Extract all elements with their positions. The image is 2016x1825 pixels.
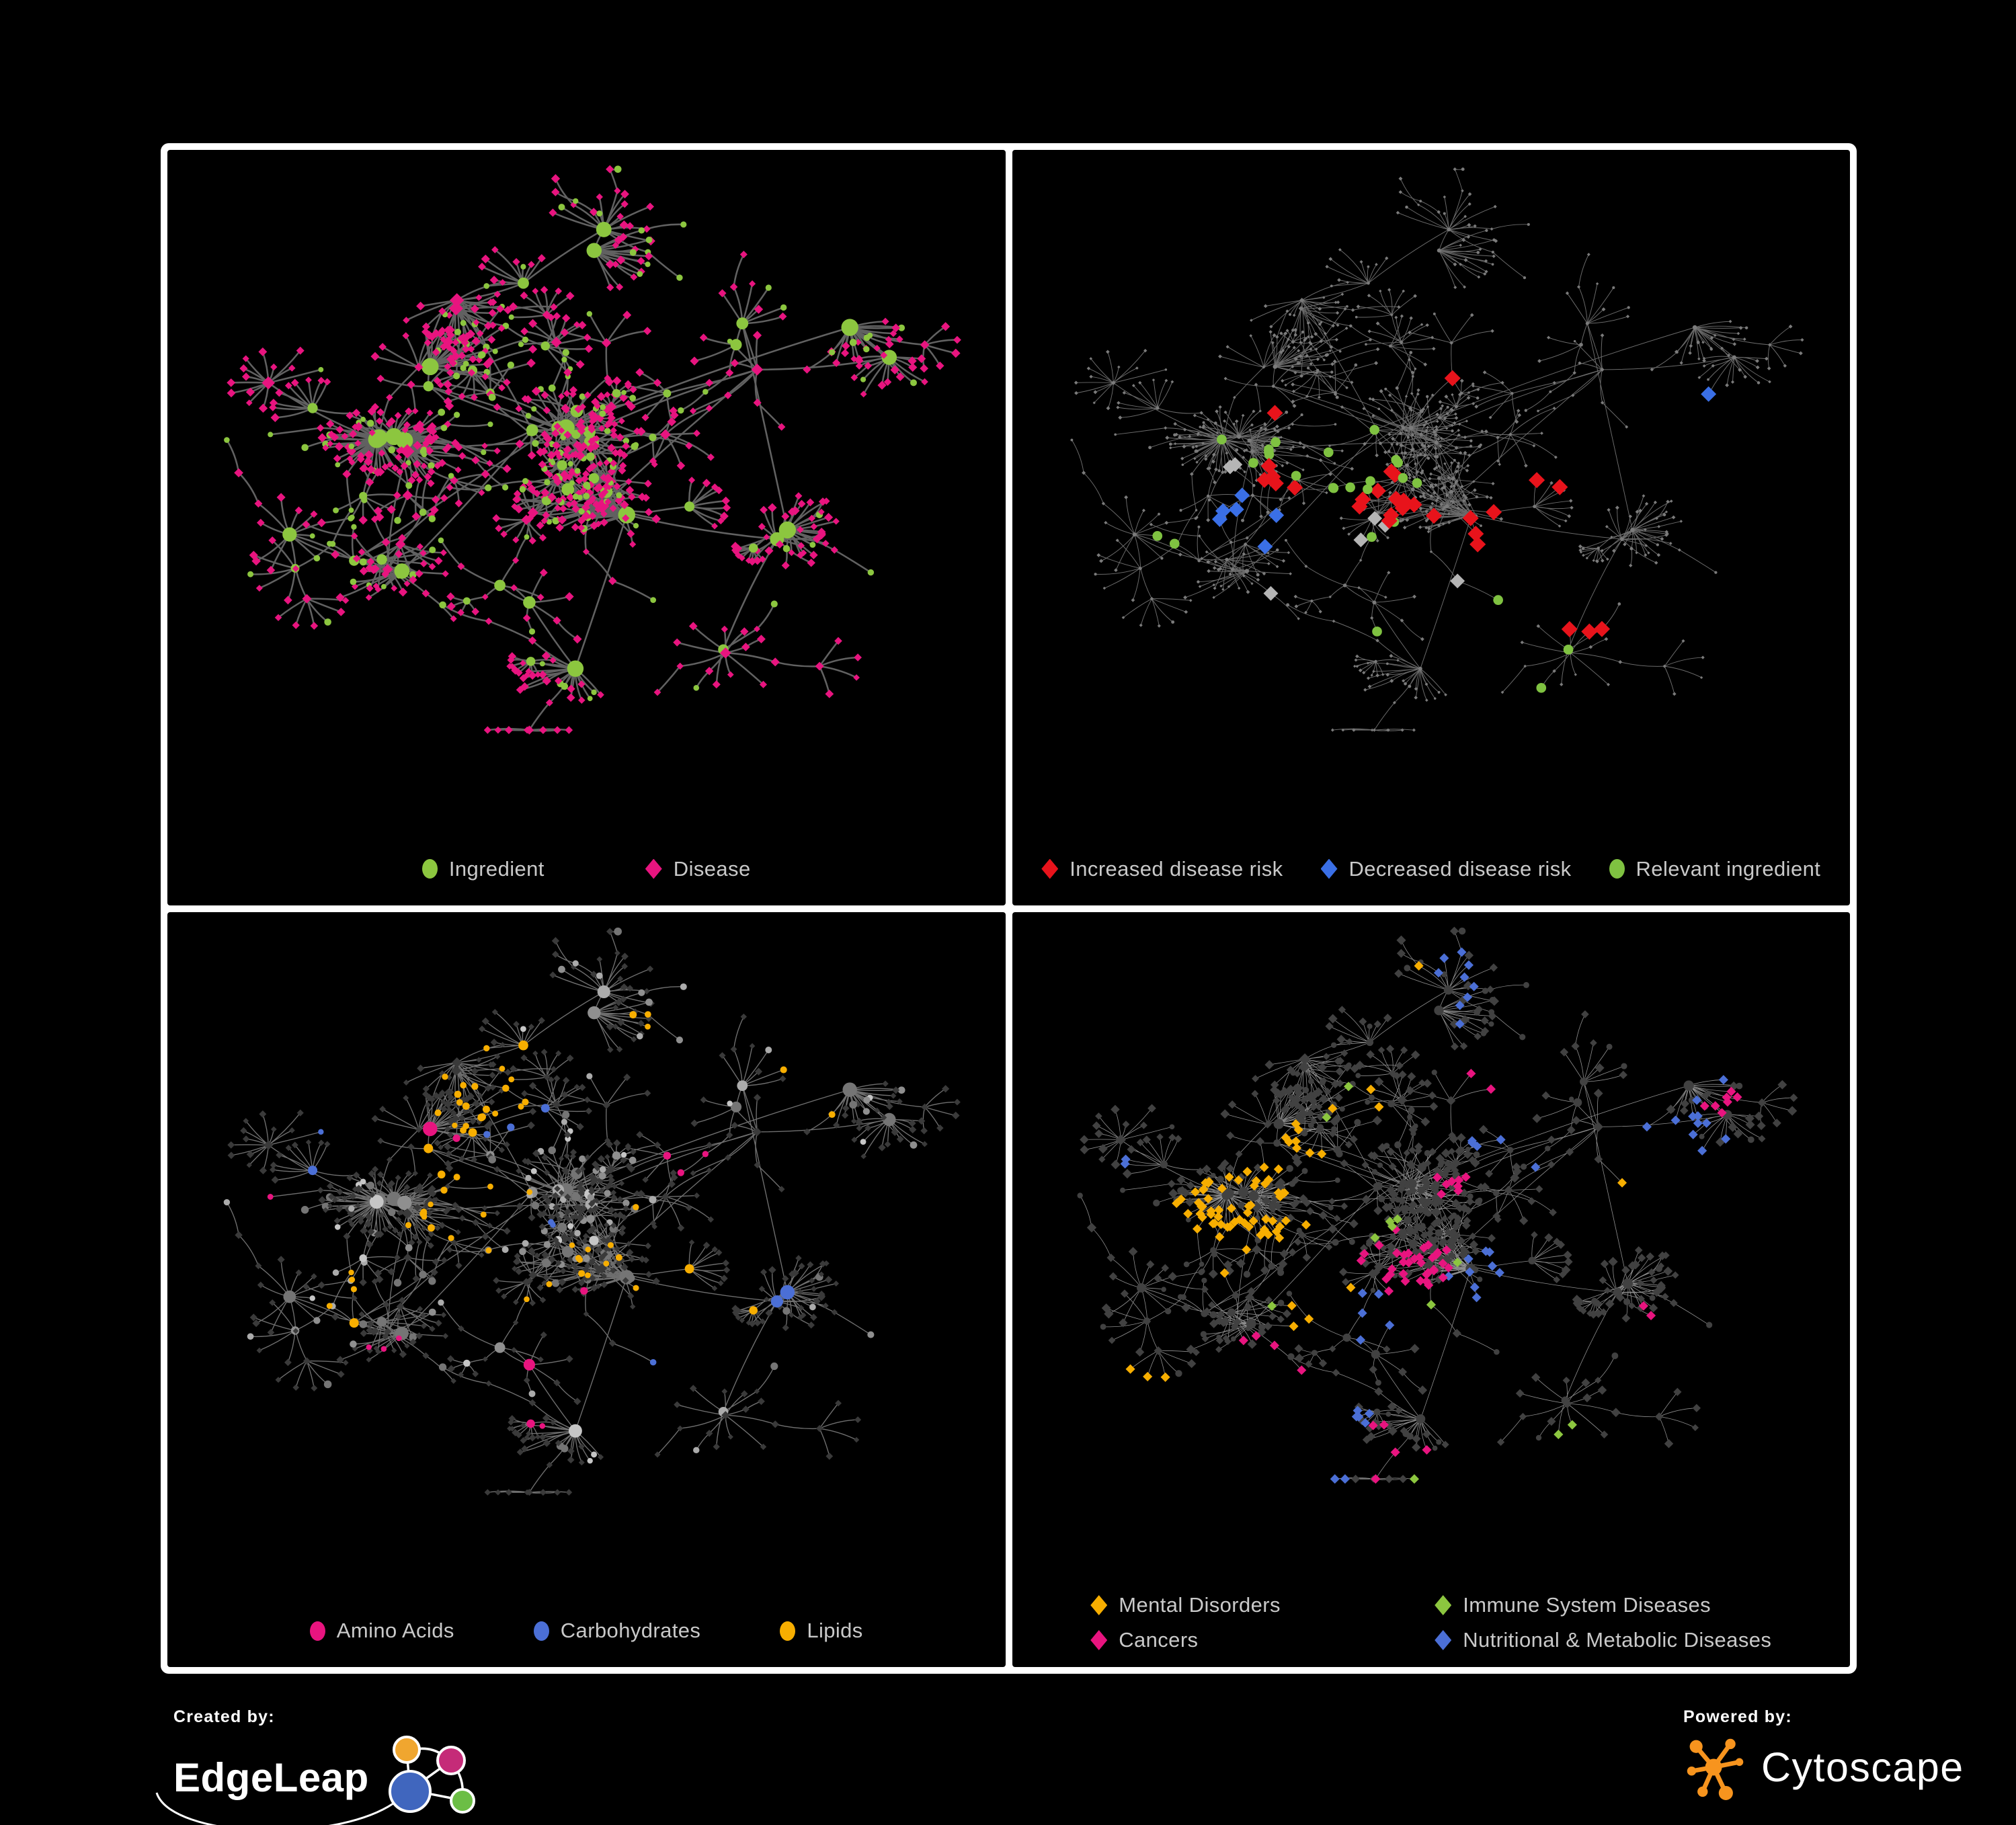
legend-diamond-icon — [1041, 858, 1059, 879]
disease-classes-legend: Mental Disorders Immune System Diseases Ca… — [1012, 1593, 1851, 1652]
powered-by-block: Powered by: Cytoscape — [1683, 1707, 1964, 1802]
legend-item: Amino Acids — [309, 1619, 454, 1643]
figure-frame: Ingredient Disease Increased disease risk… — [161, 143, 1857, 1674]
legend-item: Immune System Diseases — [1435, 1593, 1771, 1617]
legend-label: Lipids — [807, 1619, 863, 1642]
compound-classes-network-graph — [223, 927, 961, 1496]
legend-item: Mental Disorders — [1090, 1593, 1406, 1617]
legend-label: Decreased disease risk — [1348, 856, 1572, 881]
legend-ellipse-icon — [533, 1621, 549, 1641]
legend-label: Increased disease risk — [1070, 856, 1283, 881]
created-by-label: Created by: — [173, 1707, 275, 1726]
legend-label: Carbohydrates — [560, 1619, 701, 1642]
panel-disease-risk: Increased disease risk Decreased disease … — [1012, 150, 1851, 905]
legend-item: Lipids — [780, 1619, 862, 1643]
legend-label: Ingredient — [448, 856, 545, 881]
edgeleap-wordmark: EdgeLeap — [173, 1755, 369, 1800]
legend-diamond-icon — [1090, 1630, 1108, 1650]
legend-ellipse-icon — [780, 1621, 796, 1641]
legend-ellipse-icon — [421, 859, 438, 879]
cytoscape-wordmark: Cytoscape — [1761, 1744, 1964, 1790]
legend-ellipse-icon — [309, 1621, 325, 1641]
disease-classes-network-graph — [1076, 926, 1798, 1484]
legend-label: Disease — [673, 856, 751, 881]
legend-item: Ingredient — [421, 856, 545, 881]
panel-compound-classes: Amino Acids Carbohydrates Lipids — [167, 911, 1006, 1667]
ingredient-disease-legend: Ingredient Disease — [167, 857, 1006, 881]
legend-item: Increased disease risk — [1041, 857, 1283, 881]
powered-by-label: Powered by: — [1683, 1707, 1792, 1726]
legend-label: Mental Disorders — [1119, 1593, 1281, 1617]
panel-disease-classes: Mental Disorders Immune System Diseases Ca… — [1012, 911, 1851, 1667]
panel-ingredient-disease: Ingredient Disease — [167, 150, 1006, 905]
legend-item: Decreased disease risk — [1320, 856, 1572, 881]
legend-item: Relevant ingredient — [1609, 857, 1821, 881]
legend-item: Carbohydrates — [533, 1619, 701, 1643]
legend-label: Amino Acids — [336, 1619, 454, 1642]
edgeleap-logo-icon — [155, 1736, 475, 1825]
legend-label: Nutritional & Metabolic Diseases — [1463, 1628, 1772, 1652]
compound-classes-legend: Amino Acids Carbohydrates Lipids — [167, 1619, 1006, 1643]
legend-ellipse-icon — [1609, 859, 1625, 879]
legend-item: Nutritional & Metabolic Diseases — [1435, 1628, 1771, 1652]
legend-item: Cancers — [1090, 1628, 1406, 1652]
legend-label: Relevant ingredient — [1636, 856, 1821, 881]
legend-item: Disease — [645, 857, 751, 881]
legend-diamond-icon — [645, 858, 662, 879]
disease-risk-network-graph — [1070, 167, 1804, 732]
legend-label: Immune System Diseases — [1463, 1593, 1711, 1617]
ingredient-disease-network-graph — [224, 165, 961, 735]
legend-diamond-icon — [1320, 858, 1338, 879]
legend-diamond-icon — [1090, 1595, 1108, 1615]
disease-risk-legend: Increased disease risk Decreased disease … — [1012, 857, 1851, 881]
legend-label: Cancers — [1119, 1628, 1199, 1652]
cytoscape-logo-icon — [1687, 1738, 1744, 1800]
legend-diamond-icon — [1435, 1595, 1452, 1615]
legend-diamond-icon — [1435, 1630, 1452, 1650]
created-by-block: Created by: EdgeLeap — [155, 1707, 501, 1825]
